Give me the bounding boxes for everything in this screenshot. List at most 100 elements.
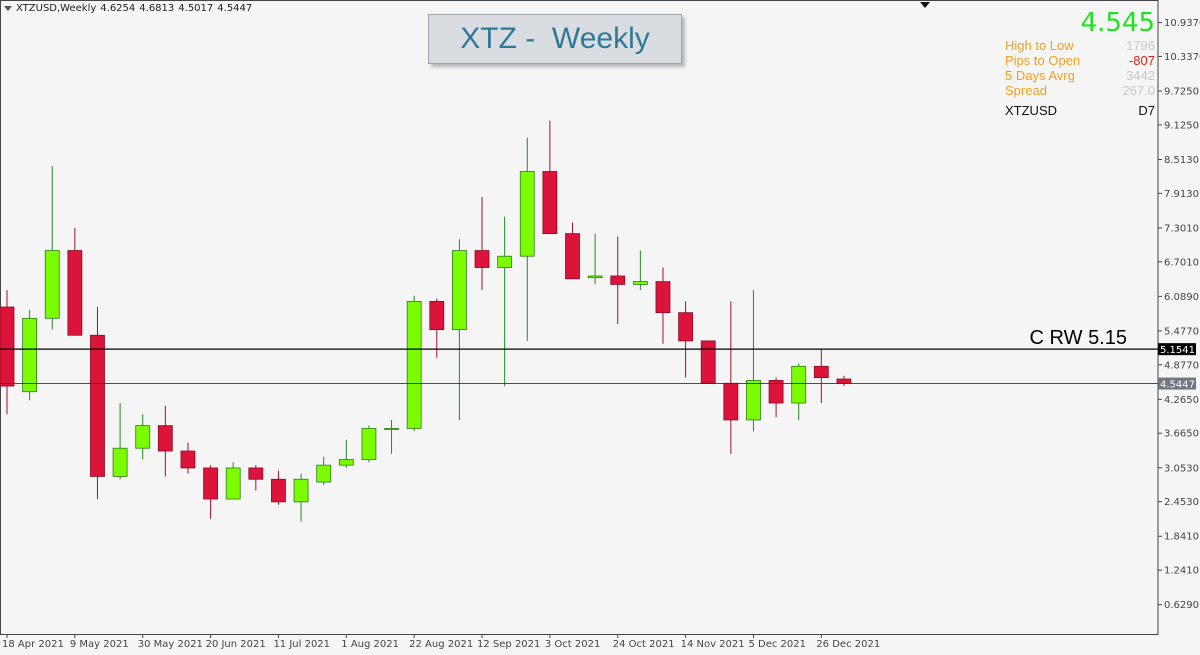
candle-body — [90, 334, 105, 477]
candle-body — [429, 300, 445, 331]
symbol-row: XTZUSD D7 — [1005, 103, 1155, 118]
chart-title: XTZ - Weekly — [460, 22, 650, 55]
y-tick-label: 1.2410 — [1164, 566, 1199, 577]
candle-body — [519, 171, 535, 257]
info-label: Pips to Open — [1005, 53, 1081, 68]
x-tick-label: 20 Jun 2021 — [206, 639, 266, 650]
info-value: 1796 — [1126, 38, 1155, 53]
candle-body — [791, 365, 807, 404]
x-tick-label: 1 Aug 2021 — [341, 639, 399, 650]
x-tick-label: 9 May 2021 — [70, 639, 129, 650]
current-price-tag-bg — [1158, 377, 1196, 390]
x-tick-label: 26 Dec 2021 — [816, 639, 880, 650]
x-tick-label: 30 May 2021 — [138, 639, 203, 650]
candle-body — [361, 428, 377, 460]
y-tick-label: 8.5130 — [1164, 155, 1199, 166]
close-value: 4.5447 — [217, 3, 253, 14]
info-row: Spread 267.0 — [1005, 83, 1155, 98]
y-tick-label: 4.2650 — [1164, 395, 1199, 406]
candle-body — [384, 428, 399, 430]
candle-body — [813, 365, 829, 379]
y-tick-label: 4.8770 — [1164, 360, 1199, 371]
candle-body — [542, 171, 558, 235]
resistance-price-tag: 5.1541 — [1160, 345, 1195, 356]
candle-body — [271, 478, 286, 503]
chart-title-box: XTZ - Weekly — [428, 14, 682, 64]
y-tick-label: 2.4530 — [1164, 497, 1199, 508]
low-value: 4.5017 — [178, 3, 214, 14]
candle-body — [112, 447, 128, 477]
info-value: 267.0 — [1122, 83, 1155, 98]
candle-body — [836, 378, 852, 384]
candle-body — [135, 425, 151, 449]
candle-body — [225, 467, 241, 500]
x-tick-label: 3 Oct 2021 — [545, 639, 600, 650]
symbol-timeframe: XTZUSD,Weekly — [16, 3, 97, 14]
shift-marker-icon[interactable] — [920, 2, 930, 8]
x-tick-label: 11 Jul 2021 — [273, 639, 330, 650]
y-tick-label: 3.6650 — [1164, 429, 1199, 440]
info-row: Pips to Open -807 — [1005, 53, 1155, 68]
y-tick-label: 5.4770 — [1164, 326, 1199, 337]
y-tick-label: 9.7250 — [1164, 87, 1199, 98]
candle-body — [316, 464, 332, 483]
candle-body — [632, 281, 648, 285]
candle-body — [293, 478, 309, 503]
y-tick-label: 10.9370 — [1164, 18, 1200, 29]
candle-body — [451, 250, 467, 331]
candle-body — [655, 281, 671, 314]
x-tick-label: 5 Dec 2021 — [748, 639, 806, 650]
y-tick-label: 3.0530 — [1164, 463, 1199, 474]
candle-body — [157, 425, 173, 452]
candle-body — [180, 450, 196, 469]
y-tick-label: 9.1250 — [1164, 120, 1199, 131]
x-tick-label: 22 Aug 2021 — [409, 639, 473, 650]
y-tick-label: 10.3370 — [1164, 52, 1200, 63]
info-value: -807 — [1128, 53, 1155, 68]
candle-body — [565, 233, 580, 280]
candle-body — [474, 250, 490, 268]
open-value: 4.6254 — [100, 3, 136, 14]
candle-body — [203, 467, 218, 500]
candle-body — [723, 382, 739, 421]
y-tick-label: 6.0890 — [1164, 292, 1199, 303]
candle-body — [406, 300, 422, 429]
symbol-label: XTZUSD — [1005, 103, 1057, 118]
info-label: 5 Days Avrg — [1005, 68, 1075, 83]
current-price: 4.545 — [1080, 8, 1155, 38]
candle-body — [678, 312, 693, 342]
candle-body — [746, 380, 761, 421]
candle-body — [497, 255, 513, 268]
y-tick-label: 7.3010 — [1164, 223, 1199, 234]
info-value: 3442 — [1126, 68, 1155, 83]
resistance-price-tag-bg — [1158, 343, 1196, 356]
candle-body — [768, 380, 784, 404]
ohlc-header: XTZUSD,Weekly 4.6254 4.6813 4.5017 4.544… — [4, 3, 252, 14]
candle-body — [0, 306, 15, 387]
timeframe-label: D7 — [1138, 103, 1155, 118]
x-tick-label: 14 Nov 2021 — [681, 639, 745, 650]
info-panel: 4.545 High to Low 1796 Pips to Open -807 5… — [1005, 8, 1155, 118]
info-label: Spread — [1005, 83, 1047, 98]
candle-body — [248, 467, 264, 480]
x-tick-label: 24 Oct 2021 — [613, 639, 675, 650]
info-row: 5 Days Avrg 3442 — [1005, 68, 1155, 83]
y-tick-label: 0.6290 — [1164, 600, 1199, 611]
current-price-tag: 4.5447 — [1160, 380, 1195, 391]
y-tick-label: 6.7010 — [1164, 257, 1199, 268]
dropdown-triangle-icon[interactable] — [4, 6, 12, 11]
high-value: 4.6813 — [139, 3, 175, 14]
x-tick-label: 12 Sep 2021 — [477, 639, 540, 650]
candle-body — [338, 459, 354, 466]
candle-body — [22, 317, 38, 393]
x-tick-label: 18 Apr 2021 — [2, 639, 64, 650]
info-row: High to Low 1796 — [1005, 38, 1155, 53]
candle-body — [67, 250, 83, 336]
y-tick-label: 1.8410 — [1164, 532, 1199, 543]
y-tick-label: 7.9130 — [1164, 189, 1199, 200]
info-label: High to Low — [1005, 38, 1074, 53]
resistance-line-label: C RW 5.15 — [1030, 327, 1127, 349]
candle-body — [44, 250, 60, 319]
